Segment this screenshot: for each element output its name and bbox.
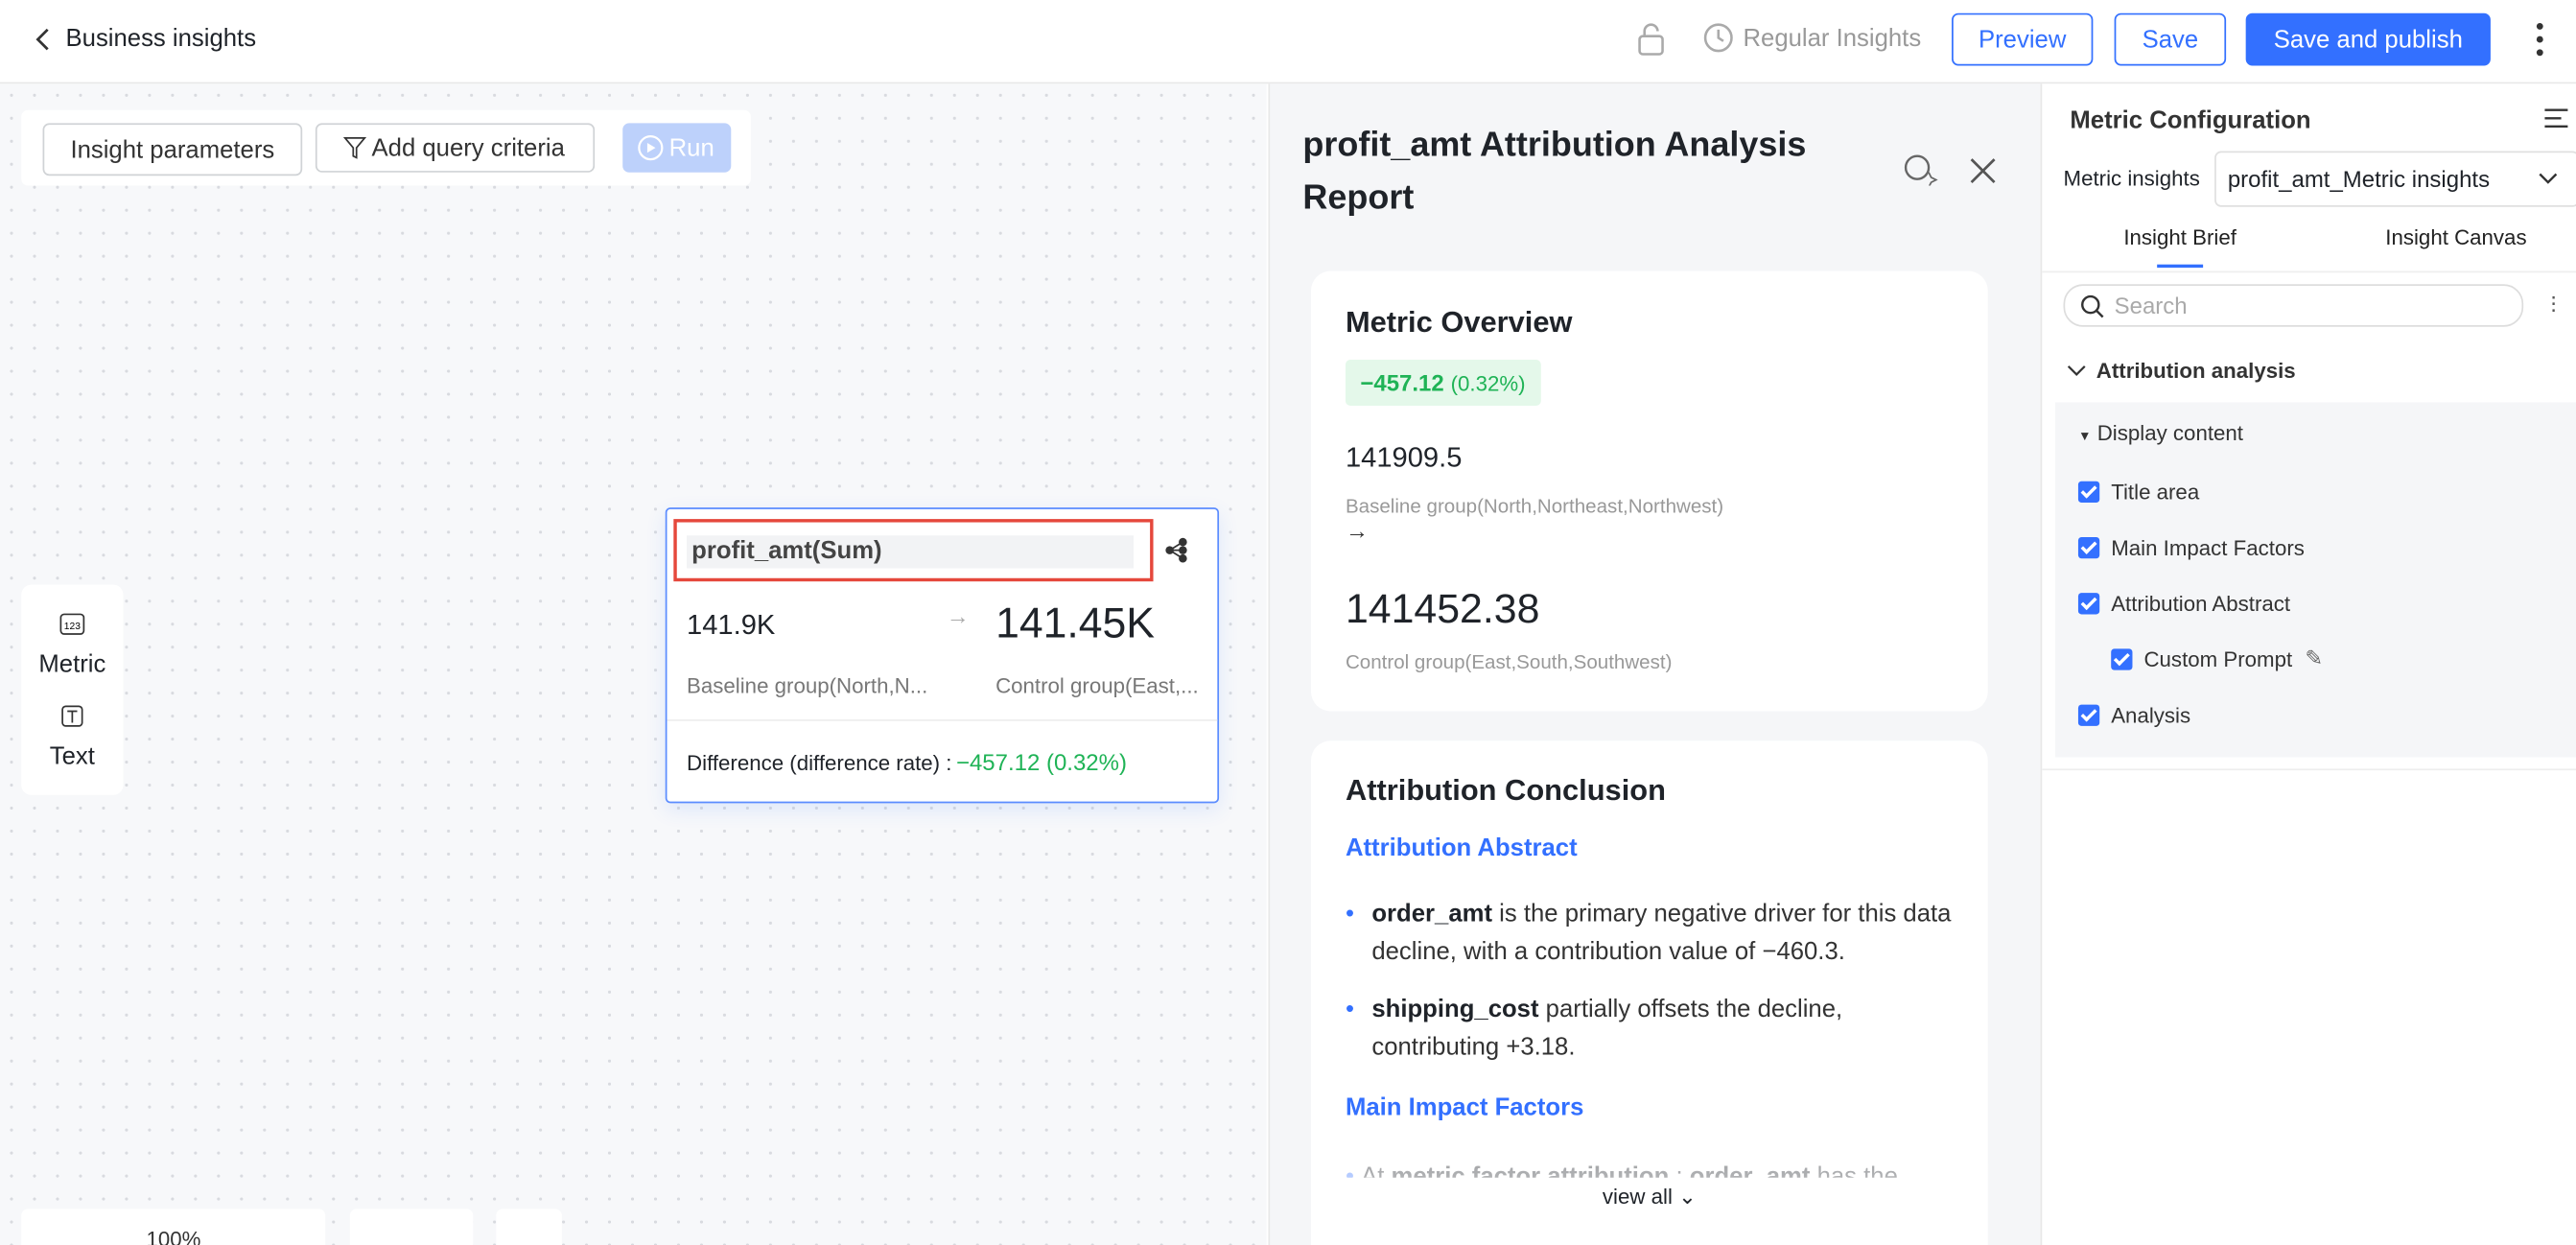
run-button[interactable]: Run <box>622 123 732 173</box>
undo-bar <box>349 1209 474 1245</box>
config-panel: Metric Configuration Metric insights pro… <box>2040 83 2576 1245</box>
option-label: Analysis <box>2111 702 2191 728</box>
overview-arrow: → <box>1345 517 1369 544</box>
bullet-text: partially offsets the decline, contribut… <box>1371 995 1843 1062</box>
checkbox[interactable] <box>2077 536 2100 559</box>
insight-parameters[interactable]: Insight parameters <box>42 123 303 176</box>
preview-button[interactable]: Preview <box>1952 12 2094 66</box>
card-control-label: Control group(East,... <box>995 673 1199 698</box>
abstract-heading: Attribution Abstract <box>1345 834 1578 863</box>
regular-insights[interactable]: Regular Insights <box>1743 24 1922 53</box>
filter-icon <box>343 136 366 159</box>
control-label: Control group(East,South,Southwest) <box>1345 650 1673 674</box>
config-title: Metric Configuration <box>2070 106 2311 135</box>
baseline-label: Baseline group(North,Northeast,Northwest… <box>1345 494 1724 518</box>
card-difference-value: −457.12 (0.32%) <box>955 748 1127 776</box>
card-title[interactable]: profit_amt(Sum) <box>691 536 882 566</box>
ai-icon[interactable] <box>1903 153 1939 186</box>
zoom-level: 100% <box>146 1227 201 1245</box>
bullet-dot: • <box>1345 900 1354 928</box>
overview-card: Metric Overview −457.12 (0.32%) 141909.5… <box>1310 270 1988 712</box>
checkbox[interactable] <box>2111 648 2133 670</box>
zoom-bar: 100% <box>21 1209 326 1245</box>
option-label: Main Impact Factors <box>2111 535 2305 560</box>
tab-canvas[interactable]: Insight Canvas <box>2385 224 2527 250</box>
card-baseline-label: Baseline group(North,N... <box>687 673 928 698</box>
change: −457.12 <box>1360 369 1444 396</box>
insights-select[interactable]: profit_amt_Metric insights <box>2214 151 2576 207</box>
change-rate: (0.32%) <box>1450 370 1526 395</box>
card-baseline-value: 141.9K <box>687 609 776 641</box>
display-content: ▼ Display content Title area Main Impact … <box>2054 402 2576 758</box>
more-icon[interactable]: · · · <box>2549 282 2558 322</box>
checkbox[interactable] <box>2077 704 2100 726</box>
lock-icon[interactable] <box>1634 21 1667 58</box>
bullet-key: shipping_cost <box>1371 995 1539 1023</box>
svg-text:123: 123 <box>64 622 81 632</box>
baseline-value: 141909.5 <box>1345 441 1463 474</box>
close-icon[interactable] <box>1968 156 1998 186</box>
search-placeholder: Search <box>2114 292 2188 319</box>
option-label: Custom Prompt <box>2143 646 2293 672</box>
section-title[interactable]: Attribution analysis <box>2096 358 2296 383</box>
extra-bar <box>496 1209 562 1245</box>
overview-heading: Metric Overview <box>1345 305 1573 339</box>
canvas: 123 Metric Text 100% profit_amt(Sum) 141… <box>0 83 1267 1245</box>
control-value: 141452.38 <box>1345 586 1540 633</box>
palette: 123 Metric Text <box>21 584 124 795</box>
subsection-title[interactable]: ▼ Display content <box>2077 420 2243 446</box>
save-button[interactable]: Save <box>2114 12 2227 66</box>
card-title-box[interactable]: profit_amt(Sum) <box>673 519 1154 582</box>
bullets: • order_amt is the primary negative drive… <box>1346 895 1954 1086</box>
back-label[interactable]: Business insights <box>65 24 257 53</box>
conclusion-card: Attribution Conclusion Attribution Abstr… <box>1310 740 1988 1245</box>
tab-brief[interactable]: Insight Brief <box>2123 224 2236 250</box>
bullet-text: is the primary negative driver for this … <box>1371 900 1952 966</box>
option-label: Title area <box>2111 480 2200 505</box>
menu-icon[interactable] <box>2543 106 2569 129</box>
publish-button[interactable]: Save and publish <box>2245 12 2491 66</box>
checkbox[interactable] <box>2077 481 2100 503</box>
share-icon[interactable] <box>1163 537 1189 563</box>
option-label: Attribution Abstract <box>2111 591 2291 617</box>
bullet-key: order_amt <box>1371 900 1493 928</box>
metric-tool[interactable]: Metric <box>38 650 106 679</box>
run-icon <box>638 135 664 161</box>
back-icon[interactable] <box>33 26 53 52</box>
search-icon <box>2081 294 2104 318</box>
chevron <box>2539 173 2558 184</box>
subsection-label[interactable]: Display content <box>2096 420 2243 446</box>
card-control-value: 141.45K <box>995 598 1156 647</box>
text-icon <box>61 705 83 727</box>
report-title: profit_amt Attribution Analysis Report <box>1302 126 1807 218</box>
card-arrow: → <box>946 602 970 629</box>
change-badge: −457.12 (0.32%) <box>1345 360 1540 406</box>
checkbox[interactable] <box>2077 593 2100 615</box>
insights-label: Metric insights <box>2063 165 2200 191</box>
card-difference-label: Difference (difference rate) : <box>687 750 952 776</box>
clock-icon <box>1703 23 1733 53</box>
factors-heading: Main Impact Factors <box>1345 1093 1584 1122</box>
metric-card[interactable]: profit_amt(Sum) 141.9K → 141.45K Baselin… <box>665 507 1220 804</box>
search-box[interactable]: Search <box>2063 284 2524 327</box>
bullet: • shipping_cost partially offsets the dec… <box>1346 991 1954 1067</box>
header: Business insights Regular Insights Previ… <box>0 0 2576 84</box>
report-panel: profit_amt Attribution Analysis Report M… <box>1268 83 2043 1245</box>
edit-icon: ✎ <box>2305 645 2324 670</box>
more-icon[interactable] <box>2530 20 2550 59</box>
text-tool[interactable]: Text <box>49 742 95 771</box>
insights-value[interactable]: profit_amt_Metric insights <box>2227 165 2491 193</box>
view-all[interactable]: view all ⌄ <box>1602 1184 1697 1210</box>
bullet: • order_amt is the primary negative drive… <box>1346 895 1954 971</box>
view-all-label[interactable]: view all <box>1602 1184 1673 1210</box>
tab-indicator <box>2157 264 2204 269</box>
metric-icon: 123 <box>59 613 85 635</box>
add-query-criteria[interactable]: Add query criteria <box>315 123 596 173</box>
section-chevron[interactable] <box>2067 363 2087 379</box>
conclusion-heading: Attribution Conclusion <box>1345 773 1666 807</box>
bullet-dot: • <box>1345 995 1354 1023</box>
